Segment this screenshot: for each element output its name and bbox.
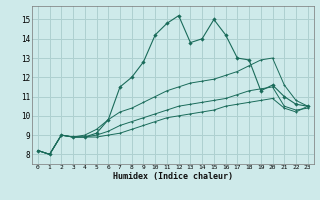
X-axis label: Humidex (Indice chaleur): Humidex (Indice chaleur) [113, 172, 233, 181]
